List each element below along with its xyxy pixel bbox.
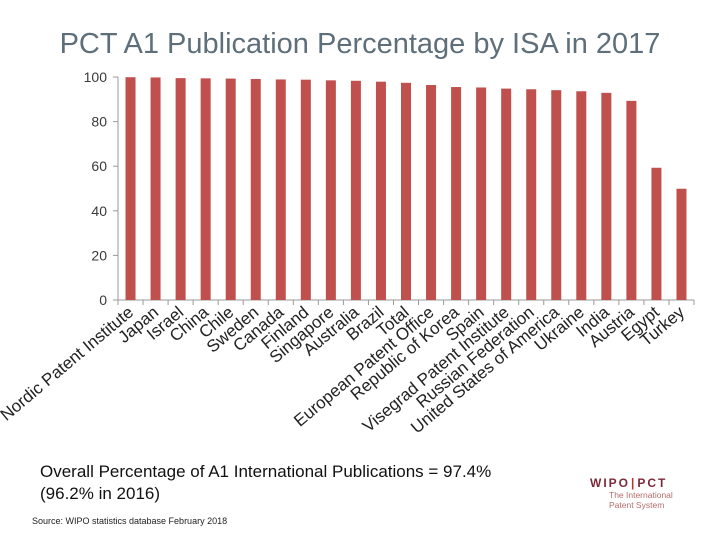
y-tick-label: 60 (91, 158, 107, 174)
bar (350, 80, 361, 300)
bar (375, 81, 386, 300)
logo-pct: PCT (637, 476, 668, 490)
x-tick-label: Nordic Patent Institute (0, 303, 137, 425)
summary-text: Overall Percentage of A1 International P… (40, 461, 491, 505)
bar (501, 88, 512, 300)
bar (275, 79, 286, 300)
y-tick-label: 80 (91, 114, 107, 130)
y-tick-label: 40 (91, 203, 107, 219)
logo-wordmark: WIPO|PCT (590, 476, 690, 490)
bar (526, 89, 537, 300)
bar (551, 90, 562, 300)
y-tick-label: 20 (91, 247, 107, 263)
bar (175, 78, 186, 301)
bar (250, 79, 261, 300)
bar (300, 79, 311, 301)
logo-separator: | (631, 476, 637, 490)
summary-line-1: Overall Percentage of A1 International P… (40, 462, 492, 481)
bar (200, 78, 211, 300)
y-tick-label: 0 (99, 292, 107, 308)
chart-title: PCT A1 Publication Percentage by ISA in … (59, 28, 661, 60)
bar (325, 80, 336, 300)
source-note: Source: WIPO statistics database Februar… (32, 516, 228, 526)
y-tick-label: 100 (84, 69, 108, 85)
bar (125, 77, 136, 301)
bar (426, 85, 437, 300)
bar (476, 87, 487, 300)
bar (451, 87, 462, 300)
bar (626, 100, 637, 301)
summary-line-2: (96.2% in 2016) (40, 484, 161, 503)
bar (225, 78, 236, 300)
bar (601, 92, 612, 300)
bar (576, 91, 587, 300)
bar (651, 167, 662, 300)
logo-wipo: WIPO (590, 476, 630, 490)
wipo-pct-logo: WIPO|PCT The International Patent System (590, 476, 690, 510)
bar (401, 82, 411, 300)
bar (150, 77, 161, 300)
logo-subtitle-1: The International (609, 490, 673, 500)
bar (676, 188, 687, 300)
logo-subtitle-2: Patent System (609, 500, 665, 510)
